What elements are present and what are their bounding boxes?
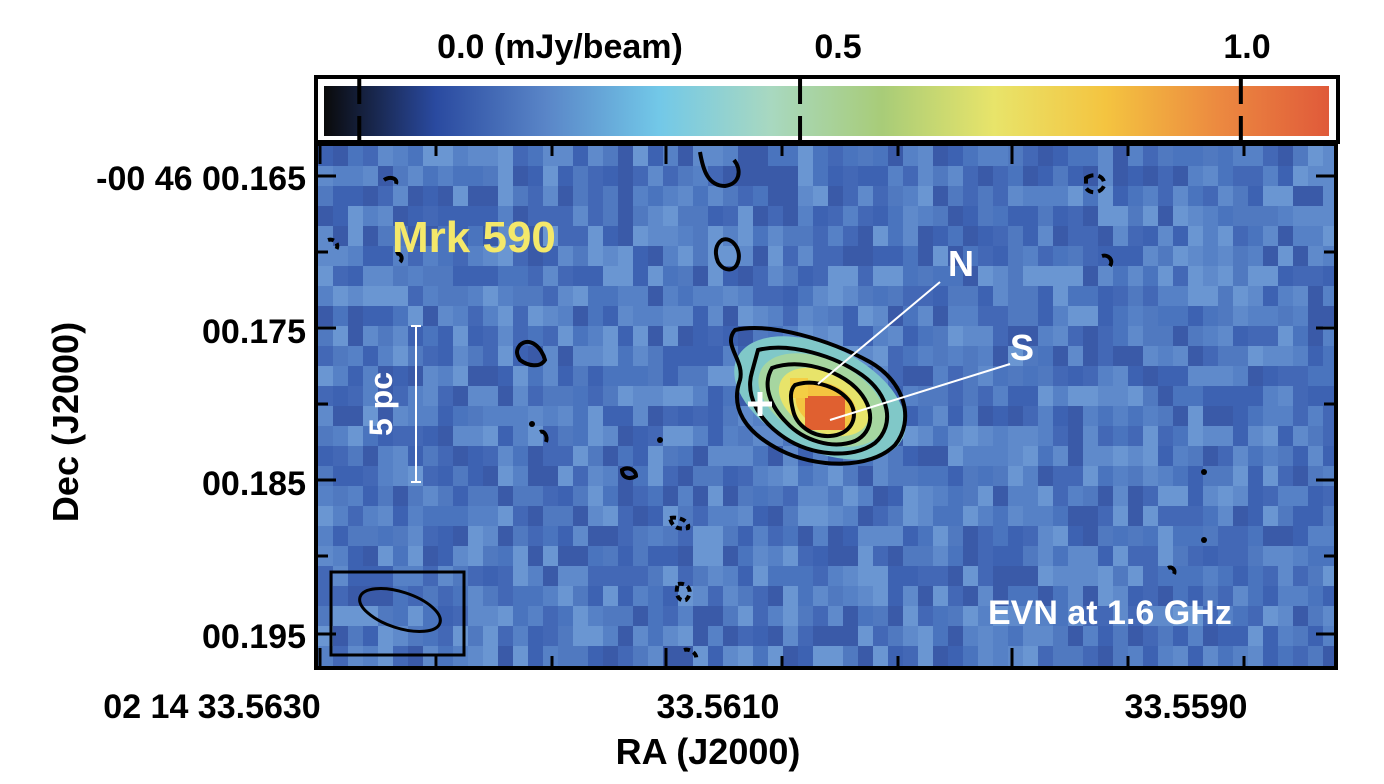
annotation-n: N	[948, 243, 974, 284]
noise-pixels	[318, 146, 1334, 666]
noise-contour	[713, 237, 741, 272]
contour-2	[748, 345, 890, 456]
colorbar-ticks	[357, 79, 1243, 140]
annotation-line-s	[829, 363, 1011, 421]
noise-contour-dashed	[683, 647, 699, 661]
scale-bar: 5 pc	[363, 325, 421, 483]
noise-contour-dashed	[674, 581, 692, 603]
y-tick-label-1: 00.175	[202, 313, 306, 351]
y-tick-label-2: 00.185	[202, 465, 306, 503]
x-axis-label: RA (J2000)	[616, 731, 801, 772]
annotation-s: S	[1010, 327, 1034, 368]
beam-inset	[329, 570, 466, 657]
scale-bar-label: 5 pc	[363, 372, 399, 436]
x-tick-label-2: 33.5590	[1125, 688, 1248, 726]
noise-contour-dashed	[327, 237, 340, 252]
map-ticks	[318, 146, 1334, 666]
noise-contour	[515, 339, 548, 368]
colorbar-tick-label-0: 0.0 (mJy/beam)	[437, 28, 683, 66]
colorbar-tick-label-2: 1.0	[1223, 28, 1270, 66]
component-annotations: N S	[817, 243, 1034, 421]
y-axis-label: Dec (J2000)	[45, 322, 86, 522]
noise-contour	[698, 151, 741, 189]
source-title: Mrk 590	[392, 213, 556, 262]
contour-1	[728, 326, 908, 466]
y-axis: -00 46 00.165 00.175 00.185 00.195 Dec (…	[45, 160, 306, 656]
emission-peak	[805, 396, 845, 430]
noise-contour	[1167, 565, 1177, 575]
annotation-line-n	[817, 281, 941, 385]
noise-contour	[1101, 253, 1114, 268]
noise-contour	[619, 466, 639, 480]
noise-contour-dashed	[667, 515, 691, 531]
contour-4	[788, 380, 856, 439]
noise-contour-dots	[529, 421, 1207, 543]
y-tick-label-0: -00 46 00.165	[96, 160, 306, 198]
contours	[327, 151, 1177, 661]
beam-ellipse	[358, 587, 442, 633]
noise-contour	[395, 251, 404, 264]
colorbar-tick-label-1: 0.5	[814, 28, 861, 66]
x-axis: 02 14 33.5630 33.5610 33.5590 RA (J2000)	[103, 688, 1247, 772]
colorbar: 0.0 (mJy/beam) 0.5 1.0	[314, 28, 1340, 144]
noise-contour	[382, 175, 399, 185]
map-panel: Mrk 590 EVN at 1.6 GHz 5 pc N S	[314, 142, 1338, 670]
x-tick-label-0: 02 14 33.5630	[103, 688, 320, 726]
map-frame	[314, 142, 1338, 670]
observation-label: EVN at 1.6 GHz	[988, 594, 1232, 632]
noise-contour	[539, 429, 549, 443]
y-tick-label-3: 00.195	[202, 618, 306, 656]
noise-contour-dashed	[1084, 173, 1107, 195]
reference-cross-marker	[748, 392, 772, 416]
colorbar-gradient	[324, 86, 1329, 136]
x-tick-label-1: 33.5610	[657, 688, 780, 726]
